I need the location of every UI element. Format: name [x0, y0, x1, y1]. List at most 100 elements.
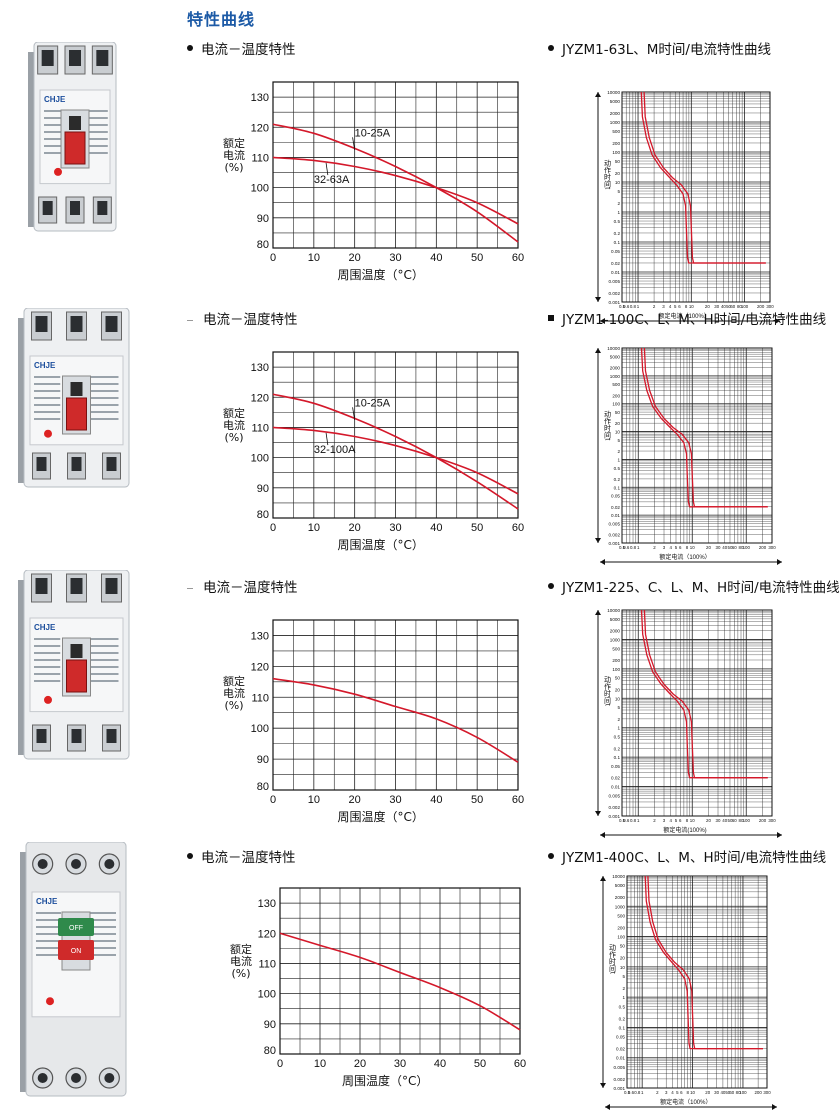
curve-y-tick: 10: [615, 430, 621, 435]
curve-y-tick: 0.01: [611, 513, 620, 518]
curve-x-tick: 3: [665, 1090, 668, 1095]
time-current-curve: 10000 5000 2000 1000 500 200 100 50 20 10 5 2 1 0.5 0.…: [595, 90, 780, 326]
label-text-line: [44, 138, 65, 140]
curve-y-tick: 2000: [610, 629, 621, 634]
curve-x-tick: 20: [706, 818, 711, 823]
handle-slot: [70, 644, 83, 658]
x-tick-label: 60: [512, 522, 524, 534]
curve-x-axis-label: 额定电流(100%): [663, 826, 706, 834]
curve-y-tick: 1000: [610, 637, 621, 642]
curve-x-tick: 300: [768, 818, 776, 823]
curve-y-tick: 500: [612, 129, 620, 134]
curve-y-tick: 20: [615, 687, 621, 692]
y-tick-label: 130: [258, 898, 276, 910]
series-line: [272, 156, 519, 225]
curve-y-tick: 0.001: [614, 1086, 626, 1091]
curve-x-tick: 40: [722, 545, 727, 550]
left-heading: 电流－温度特性: [187, 38, 296, 58]
curve-x-tick: 50: [725, 1090, 730, 1095]
curve-y-axis-label: 动作时间t: [609, 943, 617, 974]
series-label-leader: [325, 432, 329, 446]
terminal-slot: [106, 729, 117, 743]
series-line: [272, 393, 519, 510]
label-text-line: [84, 131, 108, 133]
curve-y-tick: 200: [612, 393, 620, 398]
curve-x-tick: 60: [729, 1090, 734, 1095]
curve-y-tick: 20: [615, 171, 621, 176]
curve-y-tick: 0.05: [611, 494, 620, 499]
y-tick-label: 100: [251, 723, 269, 735]
terminal-slot: [69, 50, 81, 66]
heading-marker: [548, 853, 554, 859]
curve-y-axis-label: 动作时间t: [604, 410, 612, 441]
curve-y-tick: 10000: [607, 346, 620, 351]
breaker-illustration: CHJE: [18, 570, 130, 760]
label-text-line: [84, 110, 108, 112]
label-text-line: [88, 940, 116, 942]
left-heading: 电流－温度特性: [187, 308, 298, 328]
temperature-chart-svg: 10-25A 32-100A 0 10 20 30 40 50 60 80 90 100 110 120 1…: [251, 351, 524, 534]
y-axis-label: 额定电流(%): [230, 943, 252, 980]
curve-x-tick: 8: [686, 545, 689, 550]
breaker-illustration: CHJE OFF ON: [20, 842, 127, 1097]
label-text-line: [44, 152, 65, 154]
curve-x-tick: 30: [716, 818, 721, 823]
curve-y-tick: 0.5: [619, 1004, 626, 1009]
label-text-line: [36, 912, 61, 914]
brand-logo: CHJE: [34, 361, 56, 370]
handle-slot: [69, 116, 81, 130]
x-tick-label: 10: [314, 1058, 326, 1070]
curve-y-tick: 0.005: [609, 793, 621, 798]
x-tick-label: 50: [471, 794, 483, 806]
label-text-line: [84, 145, 108, 147]
terminal-screw: [104, 859, 115, 869]
curve-y-tick: 0.01: [611, 785, 620, 790]
curve-x-tick: 100: [743, 545, 751, 550]
curve-y-tick: 0.5: [614, 735, 621, 740]
x-axis-label: 周围温度（°C）: [337, 268, 424, 282]
trip-curve: [647, 875, 763, 1050]
curve-x-tick: 200: [757, 304, 765, 309]
curve-x-tick: 0.6: [623, 545, 630, 550]
x-tick-label: 30: [394, 1058, 406, 1070]
chart-section: CHJE 电流－温度特性 JYZM1-63L、M时间/电流特性曲线 10-25A 32-…: [0, 30, 840, 324]
chart-section: CHJE OFF ON 电流－温度特性 JYZM1-400C、L、M、H时间/电流特性曲…: [0, 838, 840, 1110]
curve-y-tick: 2: [617, 449, 620, 454]
time-current-curve-svg: 100005000200010005002001005020105210.50.…: [595, 90, 780, 324]
curve-x-tick: 300: [763, 1090, 771, 1095]
terminal-slot: [97, 201, 108, 215]
curve-x-tick: 5: [675, 545, 678, 550]
curve-y-tick: 0.005: [614, 1065, 626, 1070]
curve-x-tick: 6: [678, 304, 681, 309]
curve-y-tick: 0.1: [614, 485, 621, 490]
label-text-line: [44, 145, 65, 147]
temperature-chart: 0 10 20 30 40 50 60 80 90 100 110 120 130: [251, 619, 524, 806]
label-text-line: [89, 666, 119, 668]
terminal-slot: [71, 457, 82, 471]
y-tick-label: 130: [251, 630, 269, 642]
terminal-slot: [35, 316, 48, 332]
breaker-side: [18, 318, 26, 483]
breaker-illustration: CHJE: [28, 42, 117, 232]
label-text-line: [89, 652, 119, 654]
curve-y-tick: 2000: [610, 365, 621, 370]
x-tick-label: 30: [389, 794, 401, 806]
label-text-line: [34, 638, 61, 640]
test-button: [46, 997, 54, 1006]
series-label-leader: [352, 137, 356, 150]
curve-x-tick: 200: [759, 818, 767, 823]
curve-x-tick: 6: [679, 545, 682, 550]
curve-x-tick: 4: [670, 545, 673, 550]
trip-curve: [640, 609, 768, 779]
curve-x-tick: 50: [728, 545, 733, 550]
brand-logo: CHJE: [36, 897, 58, 906]
y-axis-label: 额定电流(%): [223, 675, 245, 712]
curve-x-tick: 0.5: [619, 545, 626, 550]
left-heading-text: 电流－温度特性: [203, 312, 298, 328]
curve-y-tick: 0.002: [609, 291, 621, 296]
label-text-line: [36, 926, 61, 928]
y-axis-label: 额定电流(%): [223, 137, 245, 174]
curve-y-tick: 10: [615, 696, 621, 701]
curve-x-tick: 80: [739, 818, 744, 823]
label-text-line: [89, 383, 119, 385]
